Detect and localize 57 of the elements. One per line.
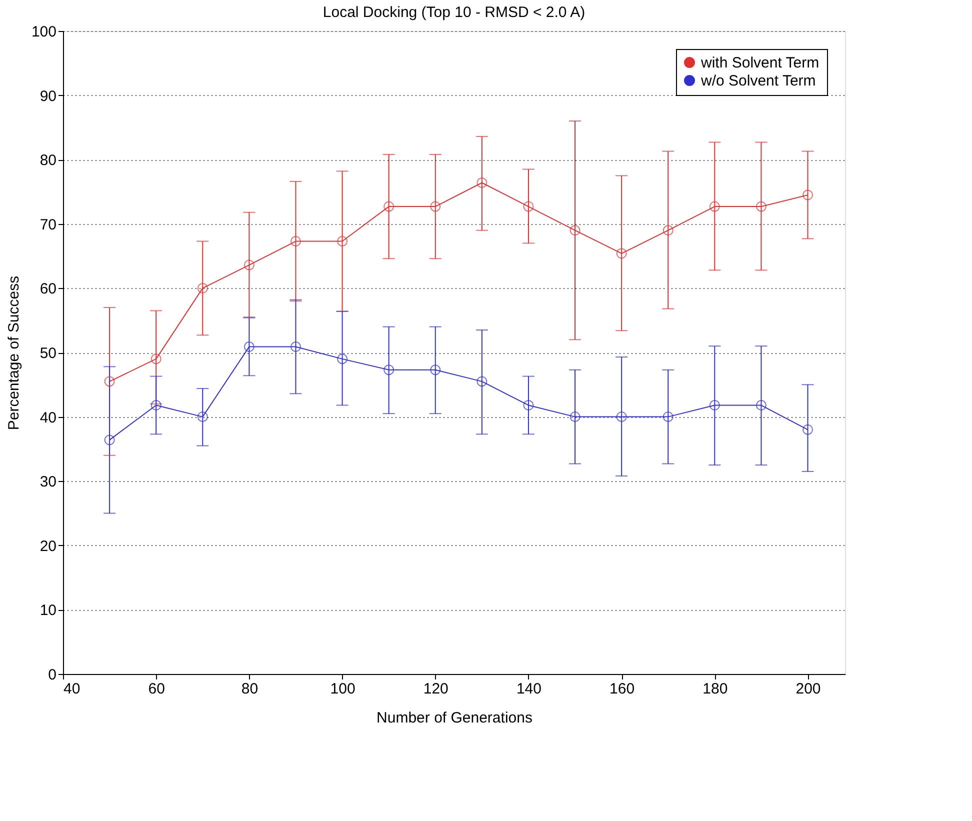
point <box>570 412 580 422</box>
point <box>523 400 534 410</box>
y-tick-label: 60 <box>40 280 56 298</box>
point <box>244 260 254 270</box>
point <box>756 201 766 212</box>
point <box>662 225 674 236</box>
point <box>430 364 441 376</box>
point <box>150 354 162 364</box>
point <box>616 248 627 259</box>
point <box>709 201 720 212</box>
point <box>523 201 534 212</box>
point <box>384 364 394 376</box>
x-tick-label: 180 <box>702 680 728 698</box>
point <box>709 400 720 410</box>
y-tick-label: 40 <box>40 409 56 426</box>
x-tick-label: 40 <box>64 680 80 698</box>
y-tick-label: 20 <box>40 538 56 555</box>
point <box>384 201 394 212</box>
y-tick-label: 90 <box>40 88 56 105</box>
x-tick-label: 80 <box>241 680 258 698</box>
x-tick-label: 140 <box>516 680 542 698</box>
x-tick-label: 160 <box>610 680 635 698</box>
y-tick-label: 50 <box>40 345 56 362</box>
point <box>150 400 162 410</box>
point <box>570 225 580 236</box>
point <box>104 376 115 387</box>
chart-title: Local Docking (Top 10 - RMSD < 2.0 A) <box>322 4 586 21</box>
point <box>244 341 254 352</box>
y-tick-label: 0 <box>48 666 56 684</box>
point <box>104 434 115 446</box>
point <box>337 354 348 364</box>
point <box>430 201 441 212</box>
point <box>337 236 348 246</box>
point <box>662 412 674 422</box>
x-tick-label: 100 <box>330 680 356 698</box>
point <box>802 424 814 435</box>
x-tick-label: 60 <box>148 680 165 698</box>
legend-label: with Solvent Term <box>700 54 820 72</box>
x-axis-title: Number of Generations <box>376 710 532 726</box>
point <box>290 341 301 352</box>
y-tick-label: 80 <box>40 152 56 170</box>
point <box>802 190 814 200</box>
point <box>197 282 208 294</box>
y-tick-label: 30 <box>40 474 56 491</box>
y-tick-label: 100 <box>31 24 56 40</box>
y-tick-label: 10 <box>40 602 56 620</box>
point <box>476 178 488 188</box>
point <box>290 236 301 246</box>
y-tick-label: 70 <box>40 216 56 234</box>
point <box>476 376 488 387</box>
x-tick-label: 120 <box>423 680 448 698</box>
y-axis-title: Percentage of Success <box>5 276 22 430</box>
legend-label: w/o Solvent Term <box>700 72 816 90</box>
point <box>756 400 766 410</box>
point <box>616 412 627 422</box>
point <box>197 412 208 422</box>
x-tick-label: 200 <box>796 680 821 698</box>
